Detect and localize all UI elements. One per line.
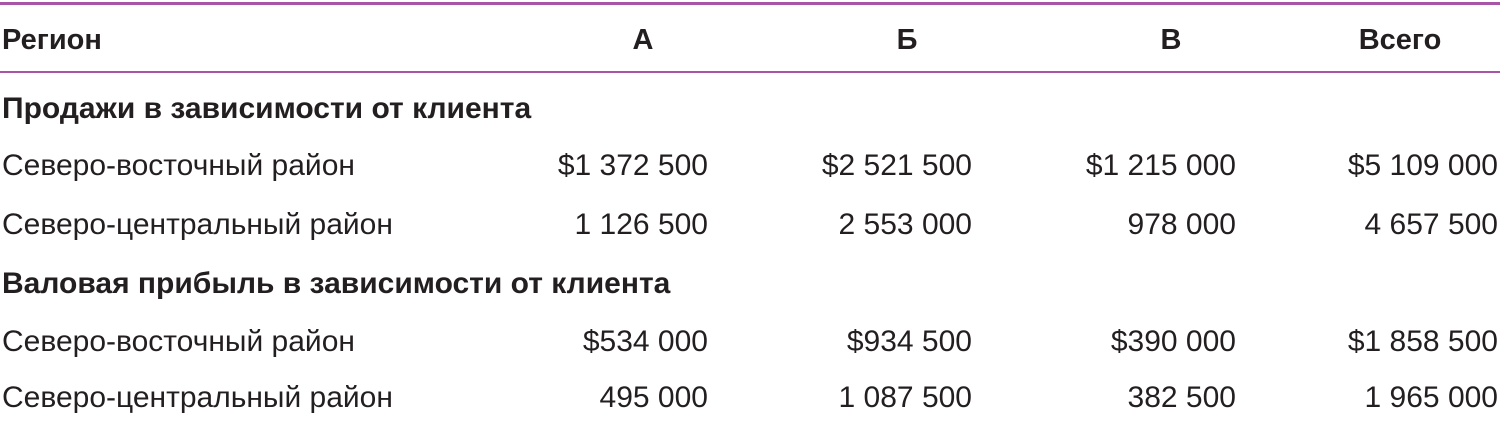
- section-heading-sales: Продажи в зависимости от клиента: [0, 85, 1500, 133]
- row-value-b: $934 500: [846, 325, 972, 358]
- row-region: Северо-центральный район: [2, 381, 393, 414]
- row-value-v: 382 500: [1127, 381, 1236, 414]
- row-value-b: $2 521 500: [821, 149, 972, 182]
- table-row: Северо-восточный район $534 000 $934 500…: [0, 318, 1500, 366]
- row-value-a: $534 000: [582, 325, 708, 358]
- section-heading-gross-profit: Валовая прибыль в зависимости от клиента: [0, 260, 1500, 308]
- row-region: Северо-восточный район: [2, 325, 355, 358]
- row-value-total: 4 657 500: [1364, 208, 1498, 241]
- row-value-a: $1 372 500: [557, 149, 708, 182]
- table-header: Регион А Б В Всего: [0, 16, 1500, 64]
- row-value-v: $390 000: [1110, 325, 1236, 358]
- section-title: Валовая прибыль в зависимости от клиента: [2, 267, 671, 300]
- table-row: Северо-центральный район 495 000 1 087 5…: [0, 374, 1500, 422]
- row-value-a: 1 126 500: [574, 208, 708, 241]
- row-value-total: $1 858 500: [1347, 325, 1498, 358]
- header-col-total: Всего: [1358, 24, 1442, 56]
- row-value-total: $5 109 000: [1347, 149, 1498, 182]
- section-title: Продажи в зависимости от клиента: [2, 92, 532, 125]
- header-col-b: Б: [896, 24, 918, 56]
- row-value-v: $1 215 000: [1085, 149, 1236, 182]
- row-value-b: 1 087 500: [838, 381, 972, 414]
- top-rule: [0, 2, 1500, 5]
- row-value-b: 2 553 000: [838, 208, 972, 241]
- row-value-v: 978 000: [1127, 208, 1236, 241]
- header-col-v: В: [1160, 24, 1182, 56]
- row-value-total: 1 965 000: [1364, 381, 1498, 414]
- table-row: Северо-восточный район $1 372 500 $2 521…: [0, 142, 1500, 190]
- row-region: Северо-центральный район: [2, 208, 393, 241]
- row-value-a: 495 000: [599, 381, 708, 414]
- header-rule: [0, 71, 1500, 73]
- header-col-a: А: [632, 24, 654, 56]
- table-row: Северо-центральный район 1 126 500 2 553…: [0, 201, 1500, 249]
- header-region: Регион: [2, 24, 102, 56]
- row-region: Северо-восточный район: [2, 149, 355, 182]
